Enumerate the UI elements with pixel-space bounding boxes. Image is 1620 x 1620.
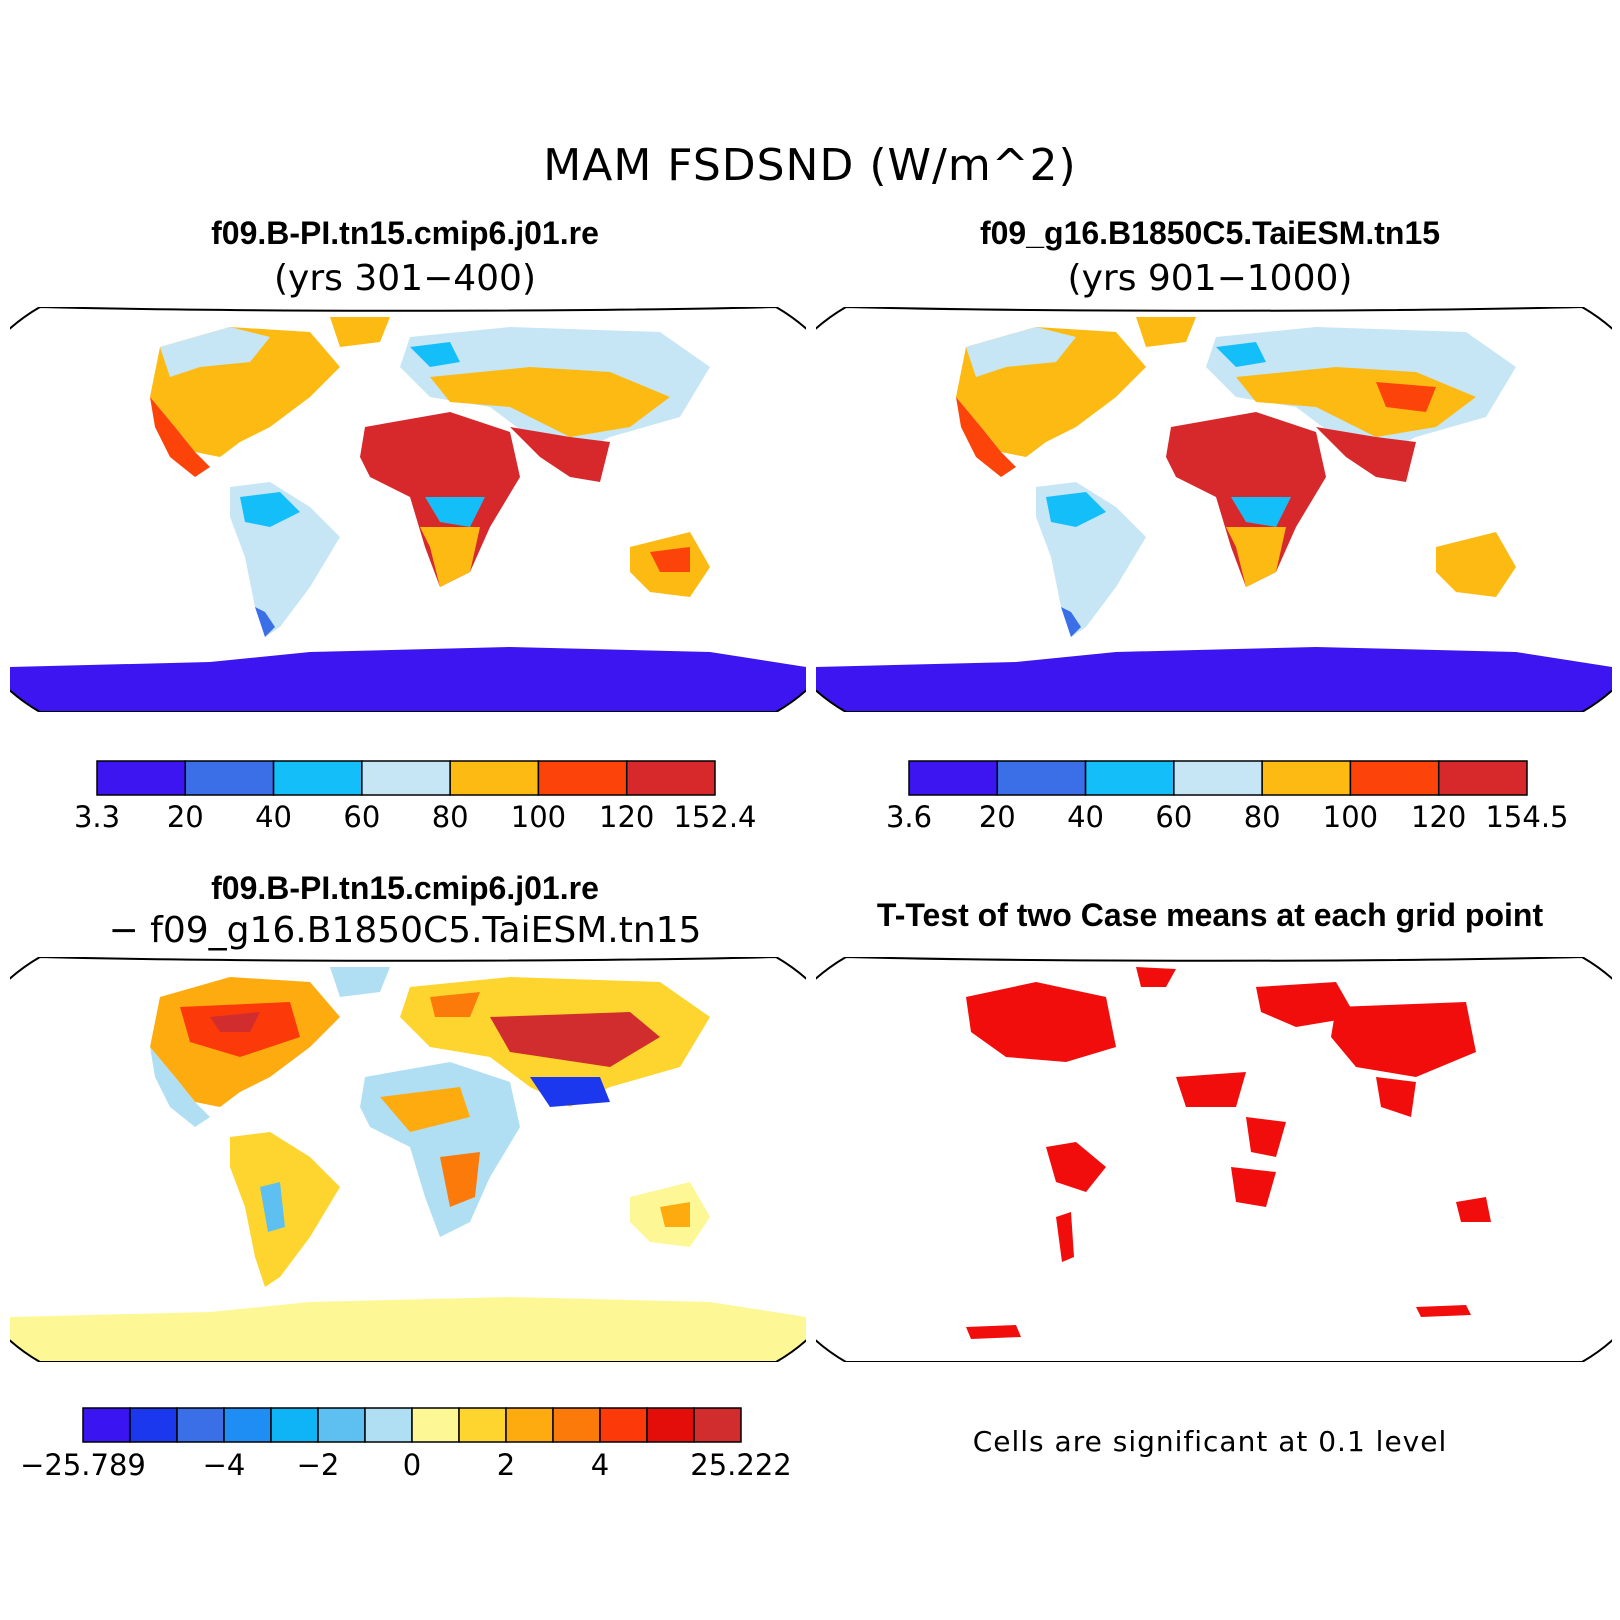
colorbar-swatch (908, 760, 999, 796)
colorbar-tick-label: 80 (431, 800, 469, 834)
colorbar-tick-label: 80 (1243, 800, 1281, 834)
colorbar-swatch (458, 1407, 507, 1443)
colorbar-tick-label: 40 (1067, 800, 1105, 834)
map-bottom-right (816, 957, 1612, 1362)
colorbar-tick-label: 100 (1322, 800, 1379, 834)
colorbar-tick-label: 60 (343, 800, 381, 834)
colorbar-swatch (184, 760, 275, 796)
panel-title-top-left: f09.B-PI.tn15.cmip6.j01.re (211, 215, 599, 251)
colorbar-tick-label: 40 (255, 800, 293, 834)
colorbar-tick-label: 20 (978, 800, 1016, 834)
panel-title-bottom-right: T-Test of two Case means at each grid po… (876, 897, 1544, 933)
map-bottom-left (10, 957, 806, 1362)
colorbar-swatch (1084, 760, 1175, 796)
colorbar-tick-label: 0 (402, 1448, 422, 1482)
colorbar-tick-label: −2 (296, 1448, 340, 1482)
colorbar-tick-label: 100 (510, 800, 567, 834)
colorbar-top-right (908, 760, 1528, 796)
colorbar-swatch (272, 760, 363, 796)
panel-subtitle-bottom-left: − f09_g16.B1850C5.TaiESM.tn15 (108, 910, 702, 951)
colorbar-labels-top-right: 3.6 20 40 60 80 100 120 154.5 (886, 800, 1569, 840)
colorbar-tick-label: 120 (599, 800, 655, 834)
panel-subtitle-top-left: (yrs 301−400) (274, 258, 536, 299)
colorbar-swatch (996, 760, 1087, 796)
colorbar-swatch (552, 1407, 601, 1443)
colorbar-tick-label: 154.5 (1485, 800, 1569, 834)
colorbar-labels-bottom-left: −25.789 −4 −2 0 2 4 25.222 (20, 1448, 792, 1488)
panel-title-top-right: f09_g16.B1850C5.TaiESM.tn15 (979, 215, 1441, 251)
colorbar-tick-label: 4 (590, 1448, 610, 1482)
colorbar-tick-label: 3.6 (885, 800, 933, 834)
colorbar-labels-top-left: 3.3 20 40 60 80 100 120 152.4 (74, 800, 757, 840)
figure-title: MAM FSDSND (W/m^2) (543, 140, 1077, 191)
colorbar-swatch (625, 760, 716, 796)
colorbar-tick-label: −4 (202, 1448, 246, 1482)
colorbar-swatch (1437, 760, 1528, 796)
colorbar-swatch (599, 1407, 648, 1443)
colorbar-swatch (317, 1407, 366, 1443)
panel-subtitle-top-right: (yrs 901−1000) (1067, 258, 1353, 299)
colorbar-swatch (176, 1407, 225, 1443)
colorbar-swatch (223, 1407, 272, 1443)
colorbar-swatch (411, 1407, 460, 1443)
significance-note: Cells are significant at 0.1 level (972, 1425, 1448, 1458)
colorbar-tick-label: 60 (1155, 800, 1193, 834)
colorbar-swatch (361, 760, 451, 796)
colorbar-tick-label: 2 (496, 1448, 516, 1482)
colorbar-bottom-left (82, 1407, 742, 1443)
colorbar-tick-label: 152.4 (673, 800, 757, 834)
panel-title-bottom-left: f09.B-PI.tn15.cmip6.j01.re (211, 870, 599, 906)
colorbar-top-left (96, 760, 716, 796)
colorbar-swatch (1261, 760, 1352, 796)
colorbar-swatch (537, 760, 628, 796)
colorbar-tick-label: 3.3 (73, 800, 121, 834)
colorbar-swatch (693, 1407, 742, 1443)
colorbar-tick-label: −25.789 (20, 1448, 146, 1482)
colorbar-tick-label: 25.222 (690, 1448, 792, 1482)
colorbar-tick-label: 120 (1411, 800, 1467, 834)
colorbar-swatch (646, 1407, 695, 1443)
colorbar-tick-label: 20 (166, 800, 204, 834)
colorbar-swatch (96, 760, 187, 796)
colorbar-swatch (82, 1407, 131, 1443)
map-top-left (10, 307, 806, 712)
colorbar-swatch (270, 1407, 319, 1443)
colorbar-swatch (364, 1407, 413, 1443)
colorbar-swatch (449, 760, 540, 796)
colorbar-swatch (1349, 760, 1440, 796)
colorbar-swatch (1173, 760, 1263, 796)
colorbar-swatch (129, 1407, 178, 1443)
colorbar-swatch (505, 1407, 554, 1443)
map-top-right (816, 307, 1612, 712)
